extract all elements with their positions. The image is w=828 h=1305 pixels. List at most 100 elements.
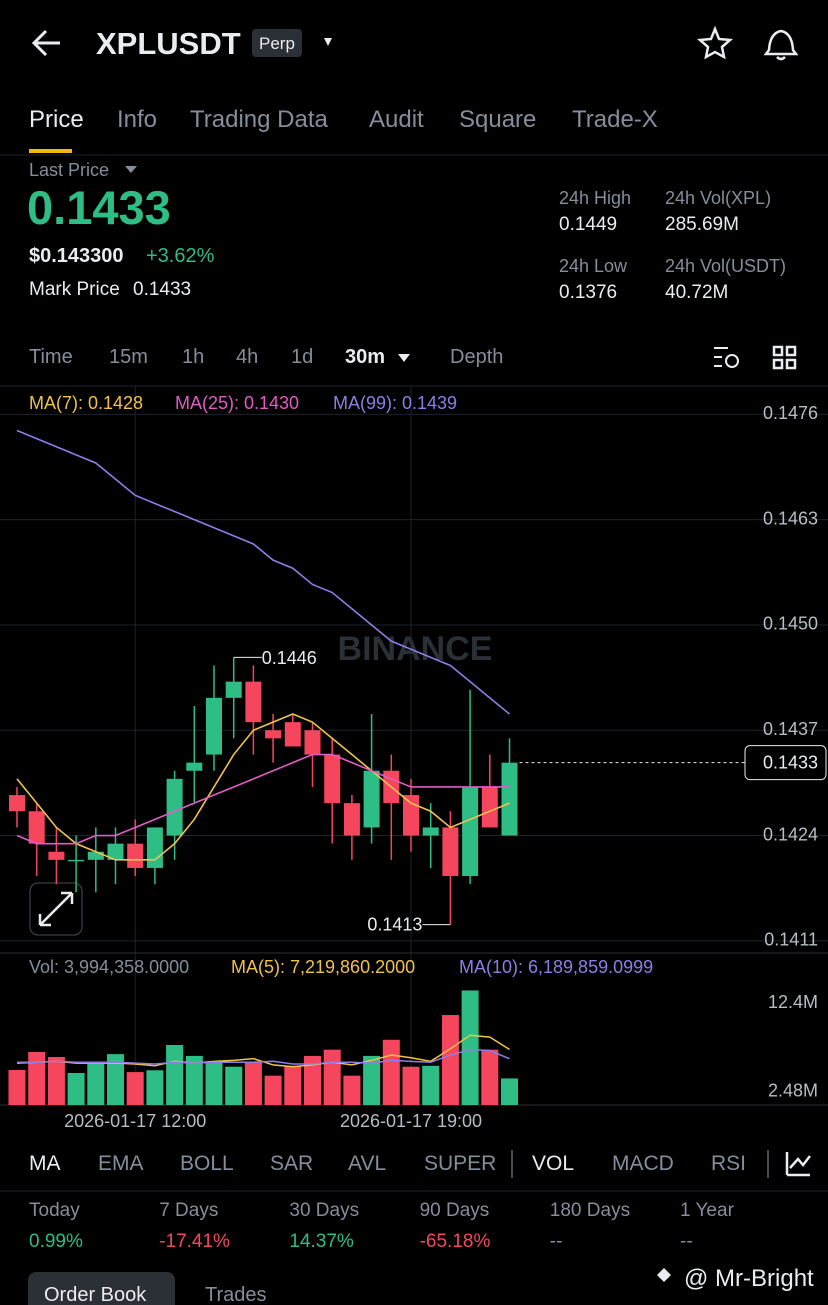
candle-body bbox=[127, 843, 144, 868]
interval[interactable]: 4h bbox=[236, 346, 259, 368]
volume-bar bbox=[47, 1057, 65, 1105]
tab[interactable]: Audit bbox=[369, 106, 424, 133]
bottom-tab[interactable]: Trades bbox=[205, 1284, 267, 1305]
candle-body bbox=[324, 754, 341, 804]
legend-ma99: MA(99): 0.1439 bbox=[333, 393, 457, 413]
interval[interactable]: 1d bbox=[291, 346, 314, 368]
candle-body bbox=[304, 730, 321, 755]
tab[interactable]: Price bbox=[29, 106, 84, 133]
badge: Perp bbox=[252, 29, 302, 57]
perf-value: -65.18% bbox=[419, 1231, 491, 1252]
current-price-label: 0.1433 bbox=[763, 752, 818, 772]
perf-value: -- bbox=[680, 1231, 693, 1252]
stat-value: 285.69M bbox=[665, 214, 739, 235]
y-tick-label: 0.1476 bbox=[763, 403, 818, 423]
y-tick-label: 12.4M bbox=[768, 992, 818, 1012]
last-price: 0.1433 bbox=[27, 181, 171, 234]
volume-bar bbox=[107, 1054, 124, 1105]
dropdown-icon[interactable] bbox=[324, 38, 332, 46]
bottom-tab[interactable]: Order Book bbox=[44, 1284, 147, 1305]
back-icon[interactable] bbox=[31, 29, 60, 57]
volume-bar bbox=[422, 1065, 440, 1105]
tab[interactable]: Square bbox=[459, 106, 537, 133]
usd-price: $0.143300 bbox=[29, 245, 124, 267]
price-change: +3.62% bbox=[146, 245, 215, 267]
high-label: 0.1446 bbox=[262, 648, 317, 668]
y-tick-label: 0.1450 bbox=[763, 614, 818, 634]
interval-selected[interactable]: 30m bbox=[345, 346, 386, 368]
current-price-box bbox=[744, 745, 827, 781]
settings-icon[interactable] bbox=[714, 347, 728, 367]
low-label: 0.1413 bbox=[367, 914, 422, 934]
candle-body bbox=[146, 827, 163, 868]
star-icon[interactable] bbox=[696, 25, 734, 60]
ma-line bbox=[16, 429, 511, 715]
candle-body bbox=[363, 770, 380, 828]
ma-line bbox=[16, 753, 510, 845]
y-tick-label: 0.1437 bbox=[763, 719, 818, 739]
x-tick-label: 2026-01-17 12:00 bbox=[64, 1111, 206, 1131]
interval[interactable]: Depth bbox=[450, 346, 504, 368]
stat-value: 0.1376 bbox=[559, 282, 618, 303]
indicator-selected[interactable]: MA bbox=[29, 1152, 61, 1175]
volume-bar bbox=[284, 1065, 302, 1105]
interval[interactable]: 15m bbox=[109, 346, 148, 368]
perf-label: 90 Days bbox=[419, 1200, 490, 1221]
volume-bar bbox=[264, 1075, 282, 1105]
tab-pill[interactable] bbox=[28, 1272, 175, 1305]
legend-vol-ma10: MA(10): 6,189,859.0999 bbox=[459, 957, 653, 977]
candle-body bbox=[225, 681, 242, 698]
volume-bar bbox=[225, 1066, 243, 1105]
candle-body bbox=[403, 795, 419, 836]
candle-body bbox=[442, 827, 459, 877]
volume-bar bbox=[146, 1070, 164, 1105]
volume-bar bbox=[28, 1051, 46, 1105]
indicator-selected[interactable]: VOL bbox=[532, 1152, 575, 1175]
perf-label: 30 Days bbox=[289, 1200, 360, 1221]
indicator[interactable]: RSI bbox=[711, 1152, 747, 1175]
stat-value: 0.1449 bbox=[559, 214, 618, 235]
tab-underline bbox=[29, 149, 72, 153]
interval[interactable]: Time bbox=[29, 346, 73, 368]
perf-value: 0.99% bbox=[29, 1231, 83, 1252]
tab[interactable]: Trading Data bbox=[190, 106, 328, 133]
volume-bar bbox=[323, 1049, 341, 1105]
candle-body bbox=[107, 843, 124, 860]
candle-body bbox=[206, 697, 222, 755]
candle-body bbox=[462, 786, 479, 877]
indicator[interactable]: EMA bbox=[98, 1152, 144, 1175]
candle-body bbox=[422, 827, 439, 836]
layout-icon[interactable] bbox=[772, 345, 797, 370]
perf-value: 14.37% bbox=[289, 1231, 354, 1252]
tab[interactable]: Info bbox=[117, 106, 158, 133]
bell-icon[interactable] bbox=[763, 29, 799, 61]
symbol[interactable]: XPLUSDT bbox=[96, 26, 241, 61]
volume-bar bbox=[126, 1072, 144, 1105]
indicator[interactable]: SUPER bbox=[424, 1152, 497, 1175]
indicator[interactable]: AVL bbox=[348, 1152, 387, 1175]
logo-icon bbox=[657, 1268, 671, 1282]
volume-bar bbox=[363, 1055, 381, 1105]
tab[interactable]: Trade-X bbox=[572, 106, 658, 133]
dropdown-icon[interactable] bbox=[125, 166, 137, 173]
dropdown-icon[interactable] bbox=[398, 354, 410, 362]
volume-bar bbox=[244, 1062, 262, 1105]
indicator[interactable]: MACD bbox=[612, 1152, 674, 1175]
indicator[interactable]: SAR bbox=[270, 1152, 314, 1175]
stat-label: 24h High bbox=[559, 188, 632, 208]
candle-body bbox=[481, 786, 498, 828]
interval[interactable]: 1h bbox=[182, 346, 205, 368]
perf-label: 1 Year bbox=[680, 1200, 734, 1221]
indicator[interactable]: BOLL bbox=[180, 1152, 234, 1175]
candle-body bbox=[28, 811, 45, 844]
chart-icon[interactable] bbox=[785, 1152, 811, 1177]
y-tick-label: 2.48M bbox=[768, 1081, 818, 1101]
mark-price: 0.1433 bbox=[133, 279, 192, 300]
volume-bar bbox=[166, 1044, 184, 1105]
volume-bar bbox=[8, 1070, 26, 1105]
legend-vol-ma5: MA(5): 7,219,860.2000 bbox=[231, 957, 415, 977]
expand-icon bbox=[38, 891, 74, 927]
candle-body bbox=[245, 681, 262, 723]
